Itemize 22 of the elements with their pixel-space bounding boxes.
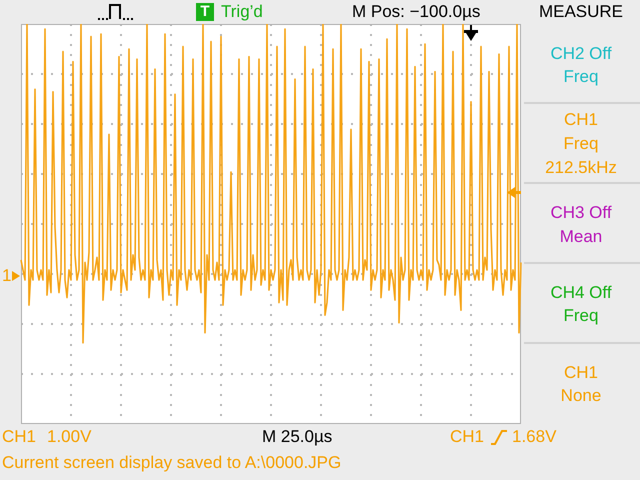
text: CH2 Off [550, 44, 612, 63]
text: M 25.0µs [262, 427, 332, 446]
text: CH3 Off [550, 203, 612, 222]
text: 1.00V [47, 427, 92, 446]
text: Mean [560, 227, 602, 246]
text: M Pos: −100.0µs [352, 2, 480, 21]
text: T [200, 3, 210, 20]
text: 1.68V [512, 427, 556, 446]
text: CH1 [564, 363, 598, 382]
text: CH4 Off [550, 283, 612, 302]
text: Trig’d [221, 2, 263, 21]
text: CH1 [450, 427, 484, 446]
text: None [560, 386, 602, 405]
text: 212.5kHz [545, 158, 617, 177]
text: Freq [564, 67, 598, 86]
text: 1 [2, 266, 12, 285]
text: CH1 [2, 427, 36, 446]
text: MEASURE [538, 2, 624, 21]
text: CH1 [564, 110, 598, 129]
text: Freq [564, 134, 598, 153]
text: Current screen display saved to A:\0000.JPG [2, 453, 342, 472]
text: Freq [564, 306, 598, 325]
